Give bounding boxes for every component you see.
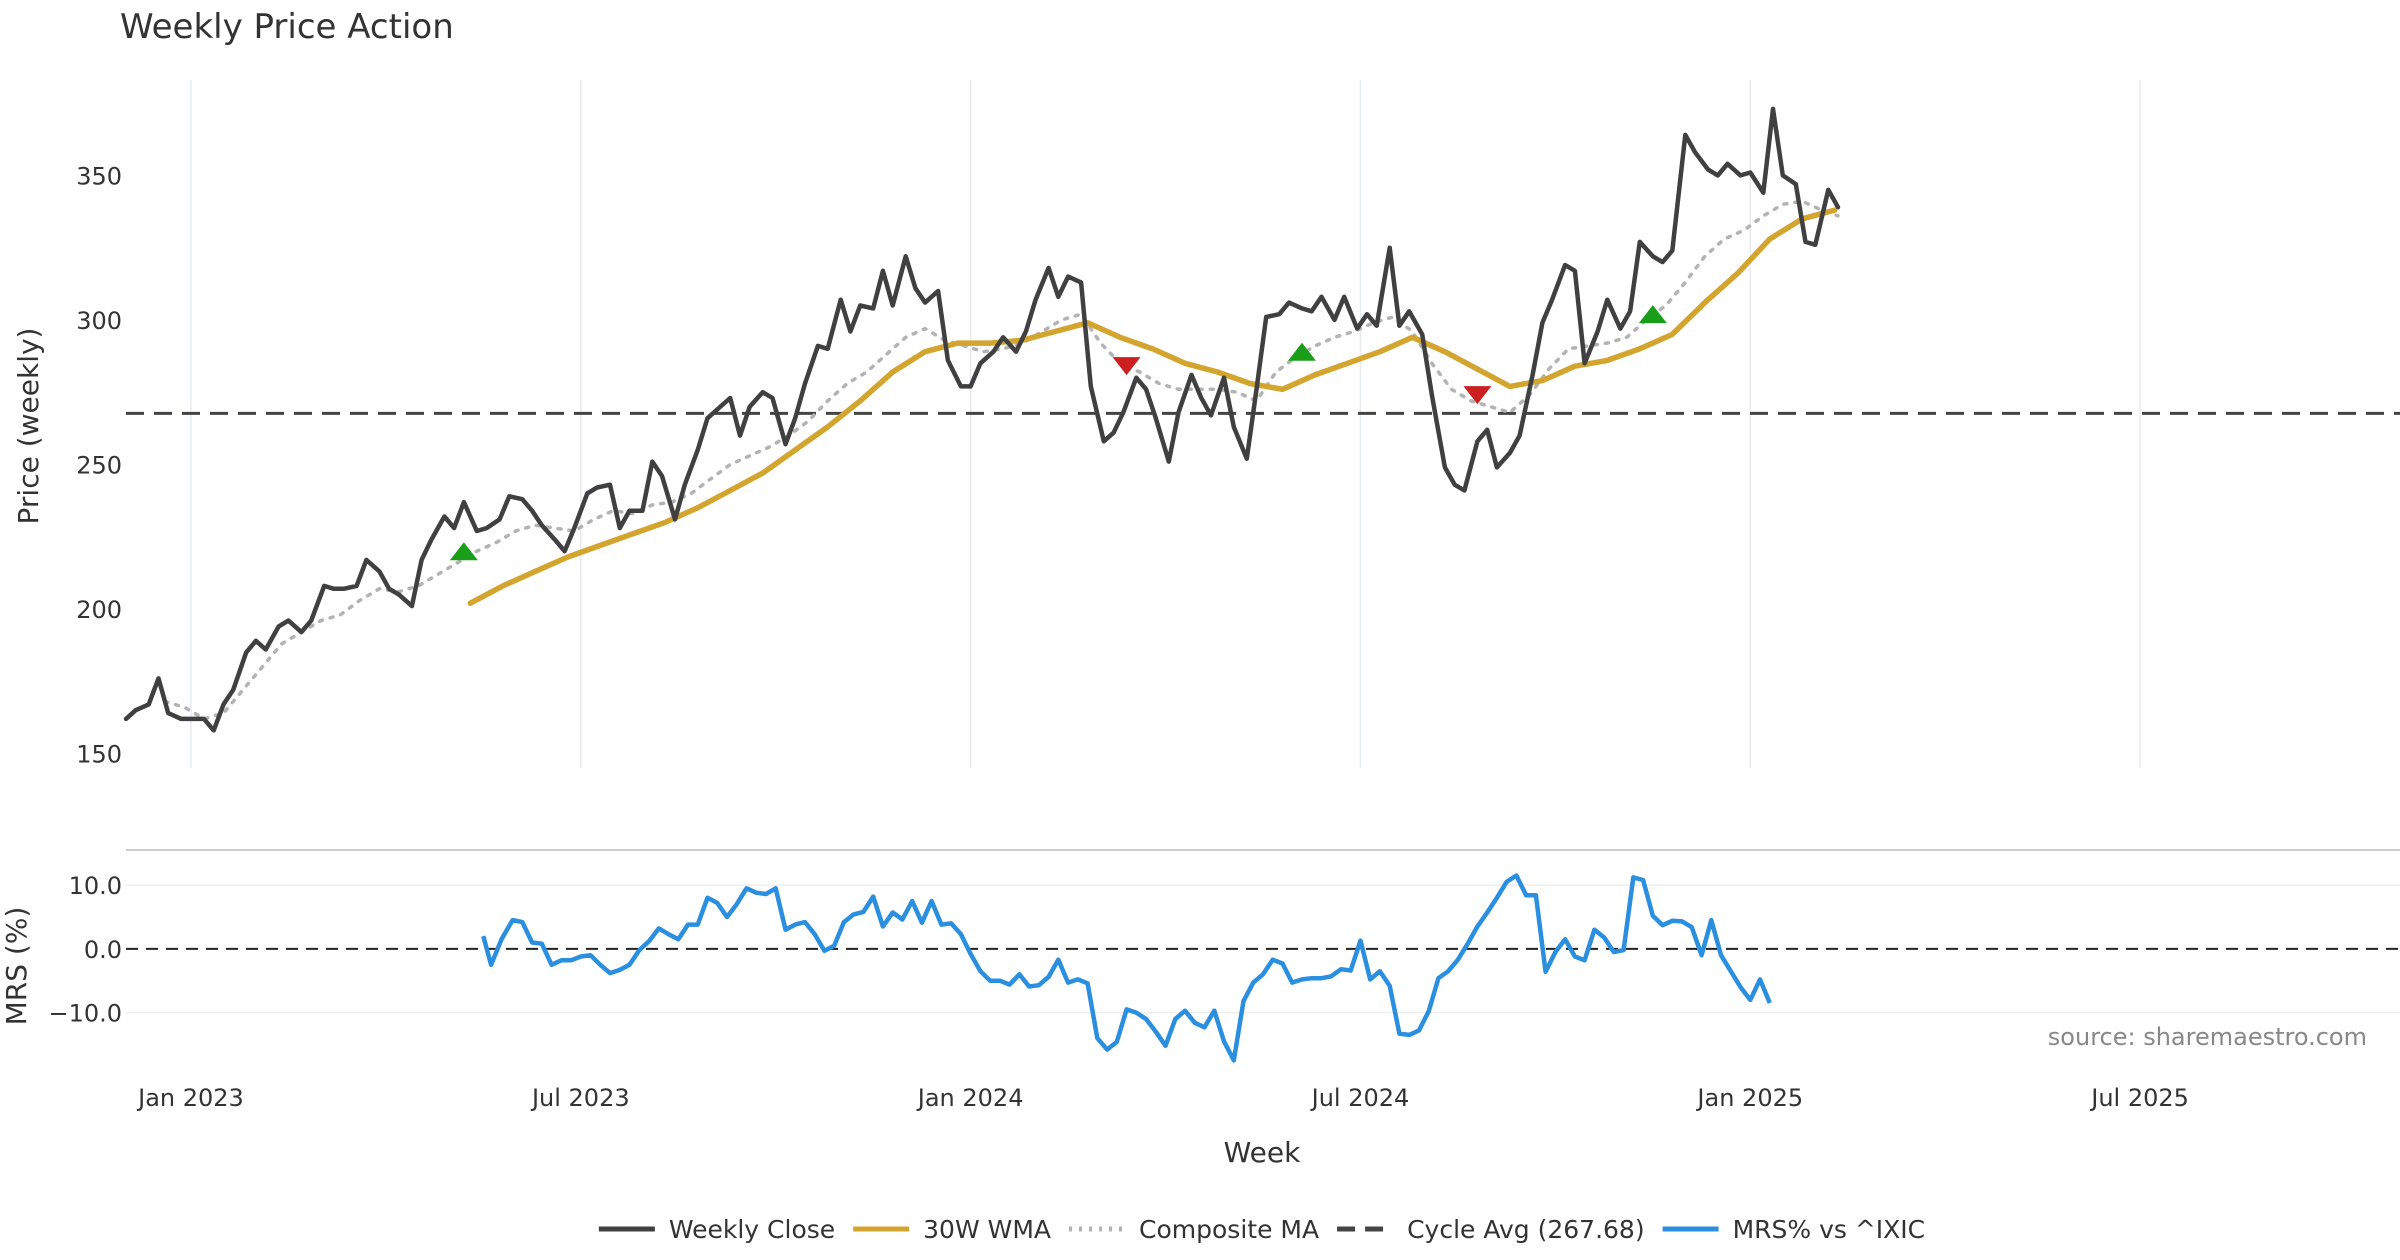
price-y-label: Price (weekly) <box>12 328 45 525</box>
price-y-tick: 350 <box>76 162 122 190</box>
legend-label: MRS% vs ^IXIC <box>1733 1215 1926 1244</box>
legend-item-cycle-avg-267-68: Cycle Avg (267.68) <box>1337 1215 1645 1244</box>
chart-title: Weekly Price Action <box>120 7 454 47</box>
legend-item-composite-ma: Composite MA <box>1069 1215 1319 1244</box>
legend-item-30w-wma: 30W WMA <box>853 1215 1051 1244</box>
x-tick-jan-2023: Jan 2023 <box>136 1084 244 1112</box>
mrs-gridlines <box>126 884 2400 1014</box>
price-y-tick: 200 <box>76 596 122 624</box>
source-annotation: source: sharemaestro.com <box>2048 1023 2367 1051</box>
legend-label: Composite MA <box>1139 1215 1319 1244</box>
x-tick-jan-2025: Jan 2025 <box>1695 1084 1803 1112</box>
series-composite-ma <box>163 199 1840 721</box>
legend-item-weekly-close: Weekly Close <box>598 1215 835 1244</box>
price-y-ticks: 150 200 250 300 350 <box>76 162 122 768</box>
sell-signal-marker <box>1463 386 1492 405</box>
x-tick-jan-2024: Jan 2024 <box>916 1084 1024 1112</box>
legend-label: 30W WMA <box>923 1215 1051 1244</box>
legend: Weekly Close 30W WMA Composite MA Cycle Avg… <box>598 1215 1926 1244</box>
sell-signal-marker <box>1112 357 1141 376</box>
x-tick-jul-2023: Jul 2023 <box>530 1084 630 1112</box>
price-gridlines <box>190 80 2141 768</box>
mrs-y-ticks: 10.0 0.0 −10.0 <box>48 872 122 1028</box>
legend-label: Weekly Close <box>669 1215 835 1244</box>
buy-signal-marker <box>1287 342 1316 361</box>
buy-signal-marker <box>1638 305 1667 324</box>
series-mrs-vs-ixic <box>481 873 1772 1063</box>
legend-item-mrs-vs-ixic: MRS% vs ^IXIC <box>1662 1215 1926 1244</box>
x-axis-label: Week <box>1224 1136 1301 1169</box>
series-weekly-close <box>123 106 1841 733</box>
price-y-tick: 300 <box>76 307 122 335</box>
series-30w-wma <box>467 207 1838 606</box>
price-y-tick: 150 <box>76 741 122 769</box>
mrs-y-tick: 10.0 <box>69 872 122 900</box>
buy-signal-marker <box>449 542 478 561</box>
signal-markers <box>449 305 1667 561</box>
x-tick-jul-2024: Jul 2024 <box>1310 1084 1410 1112</box>
x-ticks: Jan 2023 Jul 2023 Jan 2024 Jul 2024 Jan 2025… <box>136 1084 2189 1112</box>
mrs-y-tick: 0.0 <box>84 936 122 964</box>
price-series <box>123 106 2400 733</box>
price-y-tick: 250 <box>76 451 122 479</box>
mrs-series <box>126 873 2400 1063</box>
mrs-y-tick: −10.0 <box>48 1000 122 1028</box>
mrs-y-label: MRS (%) <box>0 907 33 1026</box>
legend-label: Cycle Avg (267.68) <box>1407 1215 1645 1244</box>
x-tick-jul-2025: Jul 2025 <box>2089 1084 2189 1112</box>
